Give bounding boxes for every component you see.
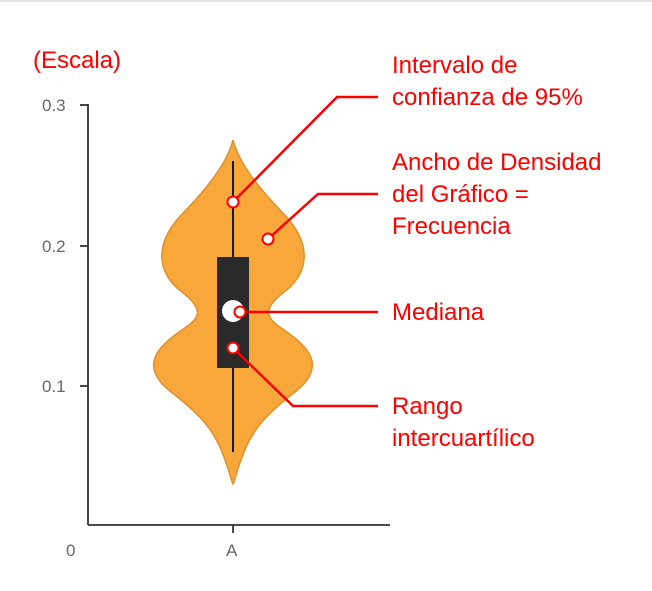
anchor-point-median <box>233 305 247 319</box>
annotation-ci-line1: Intervalo de <box>392 52 517 79</box>
anchor-point-ci <box>226 195 240 209</box>
y-tick-label: 0.1 <box>42 377 66 396</box>
y-axis-title: (Escala) <box>33 47 121 74</box>
origin-label: 0 <box>66 541 75 560</box>
leader-line-iqr <box>232 347 378 408</box>
annotation-iqr-line1: Rango <box>392 393 463 420</box>
annotation-iqr-line2: intercuartílico <box>392 425 535 452</box>
leader-line-ci <box>232 95 378 203</box>
annotation-density-line1: Ancho de Densidad <box>392 149 601 176</box>
leader-line-density <box>267 192 378 240</box>
anchor-point-iqr <box>226 341 240 355</box>
annotation-density-line3: Frecuencia <box>392 213 511 240</box>
y-tick-label: 0.3 <box>42 96 66 115</box>
y-tick-label: 0.2 <box>42 237 66 256</box>
top-divider <box>0 0 652 2</box>
x-tick-label: A <box>226 541 238 560</box>
annotation-median: Mediana <box>392 299 485 326</box>
anchor-point-density <box>261 232 275 246</box>
annotation-ci-line2: confianza de 95% <box>392 84 583 111</box>
annotation-density-line2: del Gráfico = <box>392 181 529 208</box>
